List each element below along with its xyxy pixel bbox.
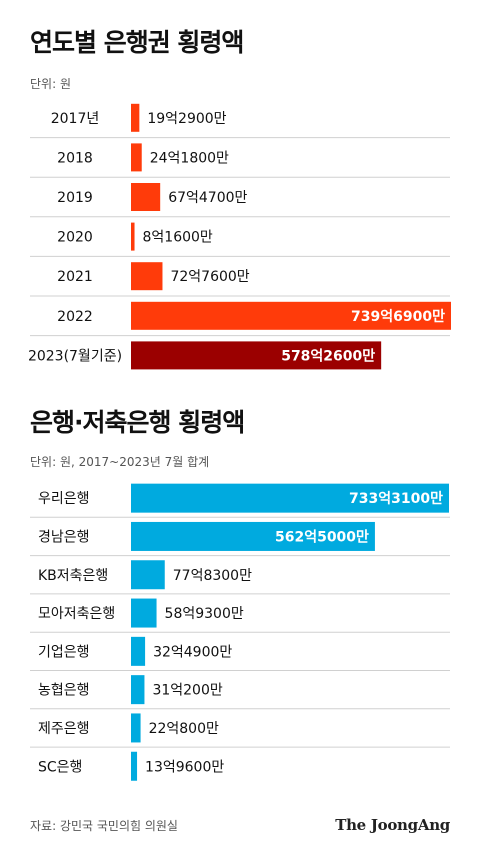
bar: [131, 222, 135, 251]
value-label: 19억2900만: [147, 111, 226, 127]
value-label: 24억1800만: [150, 150, 229, 166]
category-label: 2019: [57, 190, 93, 206]
category-label: 모아저축은행: [38, 606, 115, 622]
value-label: 58억9300만: [165, 606, 244, 622]
value-label: 72억7600만: [170, 269, 249, 285]
value-label: 77억8300만: [173, 568, 252, 584]
category-label: 2018: [57, 150, 93, 166]
value-label: 67억4700만: [168, 190, 247, 206]
bar: [131, 598, 157, 628]
value-label: 562억5000만: [275, 529, 369, 545]
chart1-unit-note: 단위: 원: [30, 77, 71, 91]
category-label: 우리은행: [38, 491, 90, 507]
category-label: 2021: [57, 269, 93, 285]
bar: [131, 521, 375, 551]
category-label: 2020: [57, 230, 93, 246]
category-label: 농협은행: [38, 683, 90, 699]
category-label: 기업은행: [38, 644, 90, 660]
bar: [131, 183, 161, 211]
category-label: 경남은행: [38, 529, 90, 545]
chart1-title: 연도별 은행권 횡령액: [30, 28, 244, 57]
bar: [131, 713, 141, 743]
source-note: 자료: 강민국 국민의힘 의원실: [30, 819, 178, 833]
bar: [131, 103, 140, 132]
value-label: 739억6900만: [351, 309, 445, 325]
category-label: KB저축은행: [38, 568, 108, 584]
value-label: 32억4900만: [153, 644, 232, 660]
value-label: 13억9600만: [145, 759, 224, 775]
bar: [131, 675, 145, 705]
chart2-title: 은행·저축은행 횡령액: [30, 408, 245, 437]
chart2-unit-note: 단위: 원, 2017~2023년 7월 합계: [30, 455, 210, 469]
value-label: 31억200만: [152, 683, 222, 699]
bar: [131, 143, 142, 172]
value-label: 8억1600만: [143, 230, 213, 246]
value-label: 733억3100만: [349, 491, 443, 507]
bar: [131, 636, 146, 666]
category-label: 2023(7월기준): [28, 348, 122, 364]
bar: [131, 483, 449, 513]
chart1-yearly-embezzlement: 2017년 19억2900만 2018 24억1800만 2019 67억4700만 202…: [28, 103, 451, 370]
category-label: SC은행: [38, 759, 82, 775]
value-label: 578억2600만: [281, 348, 375, 364]
category-label: 2022: [57, 309, 93, 325]
category-label: 2017년: [51, 111, 100, 127]
bar: [131, 262, 163, 291]
bar: [131, 751, 138, 781]
bar: [131, 341, 382, 370]
publisher-logo: The JoongAng: [335, 816, 450, 834]
bar: [131, 560, 165, 590]
bar: [131, 301, 451, 330]
category-label: 제주은행: [38, 721, 90, 737]
value-label: 22억800만: [149, 721, 219, 737]
